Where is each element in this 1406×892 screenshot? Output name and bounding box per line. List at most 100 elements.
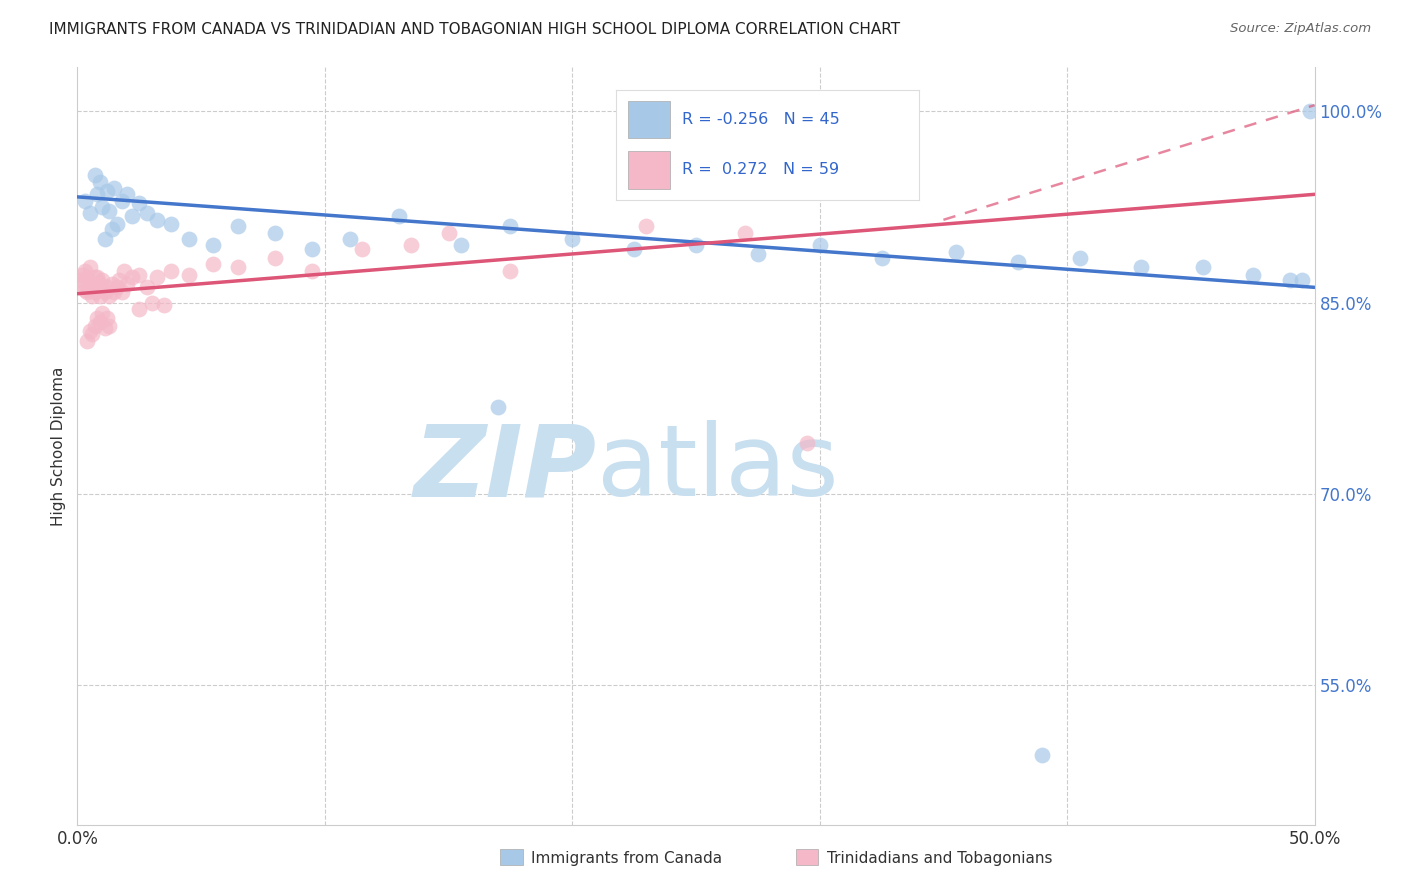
Y-axis label: High School Diploma: High School Diploma xyxy=(51,367,66,525)
Text: IMMIGRANTS FROM CANADA VS TRINIDADIAN AND TOBAGONIAN HIGH SCHOOL DIPLOMA CORRELA: IMMIGRANTS FROM CANADA VS TRINIDADIAN AN… xyxy=(49,22,900,37)
Point xyxy=(486,400,509,414)
Point xyxy=(339,232,361,246)
Point xyxy=(450,238,472,252)
Point xyxy=(128,301,150,316)
Text: atlas: atlas xyxy=(598,420,838,517)
Point xyxy=(1241,268,1264,282)
Point xyxy=(145,270,167,285)
Point xyxy=(79,280,101,294)
Point xyxy=(96,310,118,325)
Point xyxy=(301,264,323,278)
Point xyxy=(86,310,108,325)
Point xyxy=(98,203,121,218)
Point xyxy=(76,270,98,285)
Point xyxy=(103,285,125,300)
Point xyxy=(98,289,121,303)
Point xyxy=(401,238,423,252)
Point xyxy=(93,232,115,246)
Point xyxy=(82,327,104,342)
Point xyxy=(636,219,658,234)
Point xyxy=(1192,260,1215,274)
Text: ZIP: ZIP xyxy=(413,420,598,517)
Point xyxy=(1007,255,1029,269)
Point xyxy=(226,260,249,274)
Point xyxy=(93,321,115,335)
Point xyxy=(82,277,104,291)
Point xyxy=(264,226,287,240)
Point xyxy=(96,280,118,294)
Point xyxy=(112,264,135,278)
Point xyxy=(91,306,114,320)
Point xyxy=(89,315,111,329)
Point xyxy=(76,285,98,300)
Point xyxy=(76,334,98,348)
Point xyxy=(73,194,96,208)
Point xyxy=(83,318,105,333)
Point xyxy=(1031,747,1053,762)
Point xyxy=(437,226,460,240)
Point xyxy=(89,277,111,291)
Point xyxy=(202,257,225,271)
Point xyxy=(160,264,183,278)
Point xyxy=(135,280,157,294)
Point xyxy=(128,196,150,211)
Text: Source: ZipAtlas.com: Source: ZipAtlas.com xyxy=(1230,22,1371,36)
Point xyxy=(141,295,163,310)
Point xyxy=(734,226,756,240)
Point xyxy=(101,221,124,235)
Point xyxy=(103,181,125,195)
Point xyxy=(72,277,94,291)
Point xyxy=(115,187,138,202)
Point xyxy=(226,219,249,234)
Point xyxy=(121,209,143,223)
Point xyxy=(105,217,128,231)
Point xyxy=(83,270,105,285)
Point xyxy=(264,251,287,265)
Point xyxy=(96,184,118,198)
Point xyxy=(93,285,115,300)
Point xyxy=(69,273,91,287)
Point xyxy=(1298,104,1320,119)
Point xyxy=(108,273,131,287)
Point xyxy=(350,242,373,256)
Point xyxy=(685,238,707,252)
Point xyxy=(388,209,411,223)
Point xyxy=(111,194,134,208)
Point xyxy=(105,280,128,294)
Bar xyxy=(796,849,818,865)
Point xyxy=(160,217,183,231)
Point xyxy=(115,277,138,291)
Point xyxy=(1069,251,1091,265)
Point xyxy=(1130,260,1153,274)
Point xyxy=(73,283,96,297)
Bar xyxy=(501,849,523,865)
Point xyxy=(202,238,225,252)
Point xyxy=(747,247,769,261)
Point xyxy=(153,298,176,312)
Point xyxy=(101,277,124,291)
Text: Trinidadians and Tobagonians: Trinidadians and Tobagonians xyxy=(827,851,1052,865)
Point xyxy=(301,242,323,256)
Point xyxy=(177,232,200,246)
Point xyxy=(86,270,108,285)
Point xyxy=(808,238,831,252)
Point xyxy=(121,270,143,285)
Text: Immigrants from Canada: Immigrants from Canada xyxy=(531,851,723,865)
Point xyxy=(91,200,114,214)
Point xyxy=(89,175,111,189)
Point xyxy=(91,273,114,287)
Point xyxy=(1278,273,1301,287)
Point xyxy=(86,280,108,294)
Point xyxy=(79,324,101,338)
Point xyxy=(73,264,96,278)
Point xyxy=(135,206,157,220)
Point xyxy=(79,260,101,274)
Point xyxy=(79,206,101,220)
Point xyxy=(1291,273,1313,287)
Point xyxy=(83,168,105,182)
Point xyxy=(72,268,94,282)
Point xyxy=(145,212,167,227)
Point xyxy=(499,219,522,234)
Point xyxy=(111,285,134,300)
Point xyxy=(870,251,893,265)
